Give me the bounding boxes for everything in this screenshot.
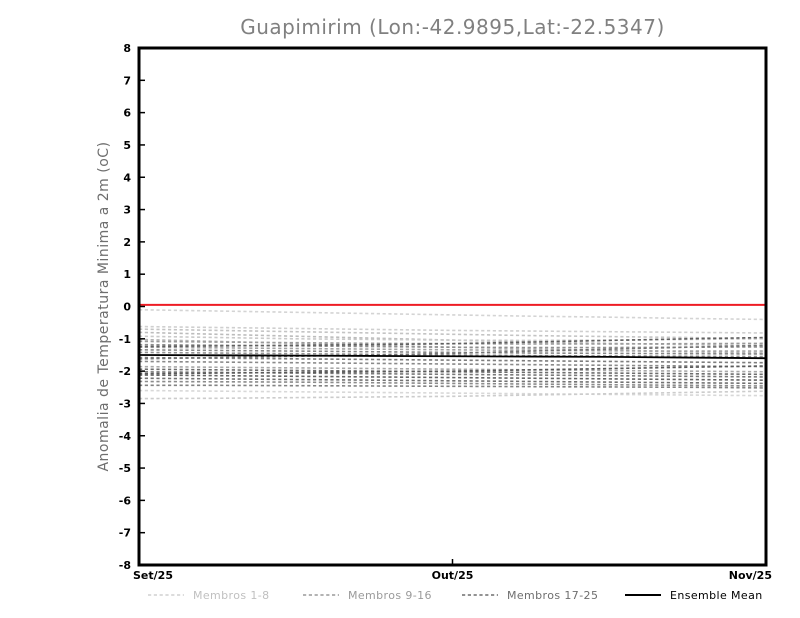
y-tick-label: -1 — [119, 333, 131, 346]
y-tick-label: -4 — [119, 430, 132, 443]
ensemble-member-line — [139, 351, 766, 358]
y-tick-label: -3 — [119, 397, 131, 410]
y-tick-label: -5 — [119, 462, 131, 475]
y-tick-label: -8 — [119, 559, 131, 572]
ensemble-member-line — [139, 356, 766, 364]
chart-legend: Membros 1-8 Membros 9-16 Membros 17-25 Ense… — [148, 589, 763, 602]
x-axis-ticks: Set/25 Out/25 Nov/25 — [133, 559, 772, 582]
legend-label: Membros 9-16 — [348, 589, 432, 602]
plot-area — [139, 303, 766, 400]
legend-label: Membros 1-8 — [193, 589, 270, 602]
ensemble-member-line — [139, 365, 766, 373]
legend-label: Membros 17-25 — [507, 589, 598, 602]
ensemble-member-line — [139, 360, 766, 368]
ensemble-member-line — [139, 346, 766, 352]
ensemble-member-line — [139, 389, 766, 397]
ensemble-member-line — [139, 349, 766, 355]
ensemble-member-line — [139, 308, 766, 321]
x-tick-label: Nov/25 — [729, 569, 772, 582]
ensemble-member-lines — [139, 308, 766, 400]
y-tick-label: 8 — [123, 42, 131, 55]
x-tick-label: Set/25 — [133, 569, 173, 582]
ensemble-member-line — [139, 336, 766, 348]
y-tick-label: 3 — [123, 204, 131, 217]
y-tick-label: 0 — [123, 301, 131, 314]
y-tick-label: 6 — [123, 107, 131, 120]
ensemble-member-line — [139, 390, 766, 400]
ensemble-member-line — [139, 377, 766, 385]
x-tick-label: Out/25 — [432, 569, 474, 582]
ensemble-mean-line — [139, 354, 766, 360]
y-tick-label: 5 — [123, 139, 131, 152]
y-tick-label: -2 — [119, 365, 131, 378]
ensemble-member-line — [139, 365, 766, 375]
y-axis-ticks: 8 7 6 5 4 3 2 1 0 -1 -2 -3 -4 -5 -6 -7 -8 — [119, 42, 145, 572]
ensemble-member-line — [139, 374, 766, 381]
ensemble-member-line — [139, 325, 766, 334]
y-tick-label: 7 — [123, 74, 131, 87]
ensemble-member-line — [139, 328, 766, 340]
y-tick-label: 4 — [123, 171, 131, 184]
legend-label: Ensemble Mean — [670, 589, 763, 602]
ensemble-member-line — [139, 380, 766, 387]
y-tick-label: 2 — [123, 236, 131, 249]
y-tick-label: -7 — [119, 527, 131, 540]
ensemble-member-line — [139, 384, 766, 389]
y-tick-label: -6 — [119, 494, 132, 507]
ensemble-member-line — [139, 344, 766, 360]
y-tick-label: 1 — [123, 268, 131, 281]
chart-title: Guapimirim (Lon:-42.9895,Lat:-22.5347) — [240, 15, 665, 39]
y-axis-title: Anomalia de Temperatura Minima a 2m (oC) — [96, 141, 112, 471]
